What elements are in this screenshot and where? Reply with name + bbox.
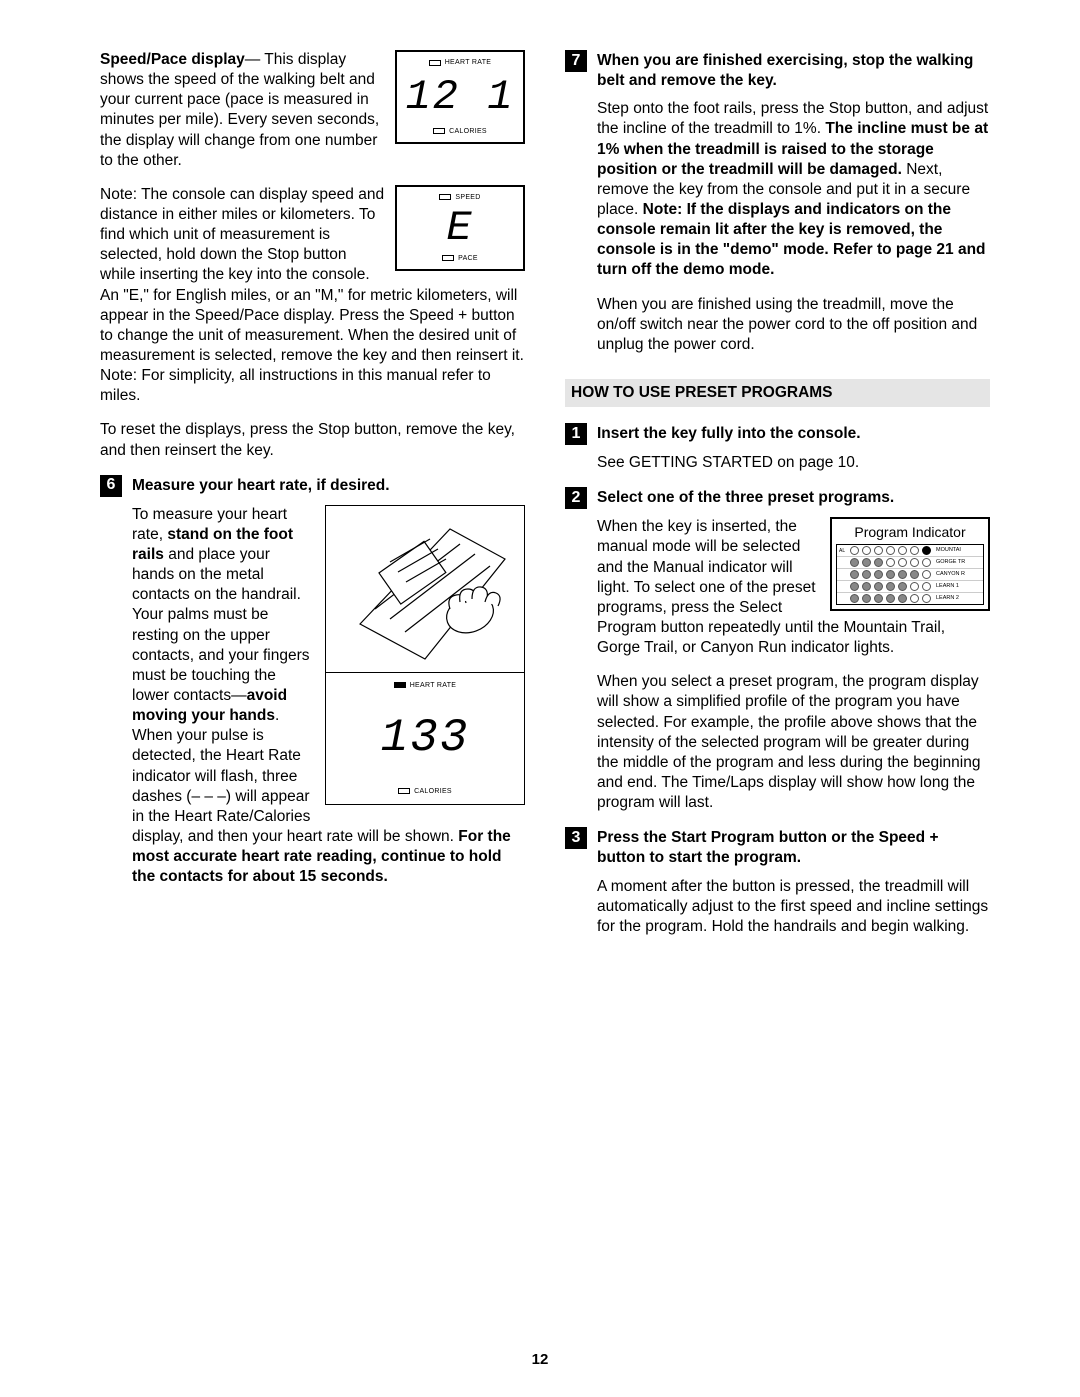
left-column: HEART RATE 12 1 CALORIES Speed/Pace disp…: [100, 50, 525, 951]
speedpace-section: HEART RATE 12 1 CALORIES Speed/Pace disp…: [100, 50, 525, 171]
display-bottom-label: CALORIES: [414, 787, 452, 796]
display-top-label: HEART RATE: [445, 58, 492, 67]
console-illustration: HEART RATE 133 CALORIES: [325, 505, 525, 805]
step-number-7: 7: [565, 50, 587, 72]
program-indicator-title: Program Indicator: [836, 523, 984, 541]
display-speed-e: SPEED E PACE: [395, 185, 525, 271]
program-indicator-table: ALMOUNTAIGORGE TRCANYON RLEARN 1LEARN 2: [836, 544, 984, 605]
step-7: 7 When you are finished exercising, stop…: [565, 50, 990, 91]
step-1-body: See GETTING STARTED on page 10.: [597, 453, 990, 473]
step-2-body-2: When you select a preset program, the pr…: [597, 672, 990, 813]
program-indicator-box: Program Indicator ALMOUNTAIGORGE TRCANYO…: [830, 517, 990, 611]
step-1-title: Insert the key fully into the console.: [597, 424, 861, 444]
step-7-title: When you are finished exercising, stop t…: [597, 51, 990, 91]
program-indicator-row: LEARN 1: [837, 581, 983, 593]
step-6-body: HEART RATE 133 CALORIES To measure your …: [132, 505, 525, 888]
step-3-body: A moment after the button is pressed, th…: [597, 877, 990, 937]
step6-text-d: avoid: [247, 687, 287, 704]
program-indicator-row: CANYON R: [837, 569, 983, 581]
reset-note: To reset the displays, press the Stop bu…: [100, 420, 525, 460]
step-6-title: Measure your heart rate, if desired.: [132, 476, 390, 496]
step-2-body-1: Program Indicator ALMOUNTAIGORGE TRCANYO…: [597, 517, 990, 658]
display-bottom-label: PACE: [458, 254, 478, 263]
display-value: 133: [381, 715, 470, 761]
step-6: 6 Measure your heart rate, if desired.: [100, 475, 525, 497]
speedpace-title: Speed/Pace display: [100, 51, 245, 68]
page-number: 12: [0, 1350, 1080, 1370]
unit-note-section: SPEED E PACE Note: The console can displ…: [100, 185, 525, 407]
display-heartrate-1: HEART RATE 12 1 CALORIES: [395, 50, 525, 144]
display-value: E: [446, 207, 473, 249]
step-1: 1 Insert the key fully into the console.: [565, 423, 990, 445]
step-number-3: 3: [565, 827, 587, 849]
step-3: 3 Press the Start Program button or the …: [565, 827, 990, 868]
display-top-label: SPEED: [455, 193, 480, 202]
step-7-body-2: When you are finished using the treadmil…: [597, 295, 990, 355]
step6-text-c: and place your hands on the metal contac…: [132, 546, 310, 704]
program-indicator-row: LEARN 2: [837, 593, 983, 604]
section-header-preset: HOW TO USE PRESET PROGRAMS: [565, 379, 990, 407]
right-column: 7 When you are finished exercising, stop…: [565, 50, 990, 951]
program-indicator-row: ALMOUNTAI: [837, 545, 983, 557]
display-bottom-label: CALORIES: [449, 127, 487, 136]
display-top-label: HEART RATE: [410, 681, 457, 690]
step6-text-2a: moving your hands: [132, 707, 275, 724]
s7-d: Note: If the displays and indicators on …: [597, 201, 986, 278]
step-number-1: 1: [565, 423, 587, 445]
step-2: 2 Select one of the three preset program…: [565, 487, 990, 509]
step-3-title: Press the Start Program button or the Sp…: [597, 828, 990, 868]
program-indicator-row: GORGE TR: [837, 557, 983, 569]
console-drawing-icon: [330, 506, 520, 673]
page-columns: HEART RATE 12 1 CALORIES Speed/Pace disp…: [100, 50, 990, 951]
step-number-6: 6: [100, 475, 122, 497]
display-value: 12 1: [406, 76, 515, 118]
step-2-title: Select one of the three preset programs.: [597, 488, 894, 508]
step-number-2: 2: [565, 487, 587, 509]
step-7-body-1: Step onto the foot rails, press the Stop…: [597, 99, 990, 280]
